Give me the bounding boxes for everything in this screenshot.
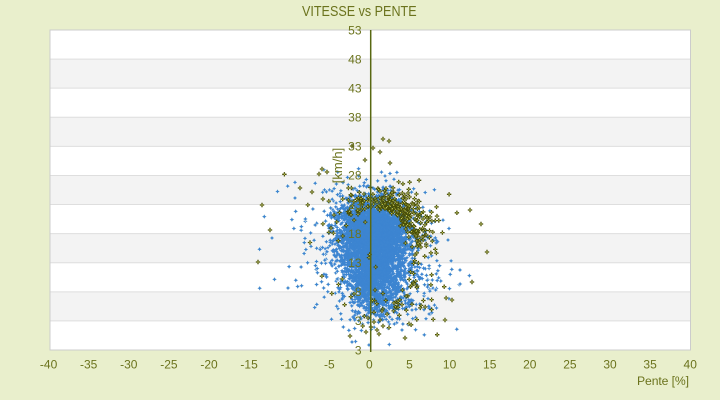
svg-text:-25: -25 xyxy=(160,357,178,371)
svg-text:3: 3 xyxy=(355,314,362,328)
svg-text:18: 18 xyxy=(348,227,362,241)
svg-text:30: 30 xyxy=(603,357,617,371)
svg-text:43: 43 xyxy=(348,81,362,95)
svg-text:8: 8 xyxy=(355,285,362,299)
svg-text:Pente [%]: Pente [%] xyxy=(637,374,689,388)
svg-text:35: 35 xyxy=(643,357,657,371)
svg-text:48: 48 xyxy=(348,52,362,66)
svg-text:20: 20 xyxy=(523,357,537,371)
svg-text:53: 53 xyxy=(348,23,362,37)
svg-text:-30: -30 xyxy=(120,357,138,371)
svg-text:38: 38 xyxy=(348,111,362,125)
svg-text:[km/h]: [km/h] xyxy=(330,148,345,183)
svg-text:25: 25 xyxy=(563,357,577,371)
svg-text:33: 33 xyxy=(348,140,362,154)
svg-text:40: 40 xyxy=(684,357,698,371)
svg-text:-10: -10 xyxy=(281,357,299,371)
svg-text:0: 0 xyxy=(366,357,373,371)
svg-text:VITESSE vs PENTE: VITESSE vs PENTE xyxy=(302,4,417,20)
svg-text:-5: -5 xyxy=(324,357,335,371)
svg-text:-15: -15 xyxy=(240,357,258,371)
svg-text:10: 10 xyxy=(443,357,457,371)
svg-text:15: 15 xyxy=(483,357,497,371)
svg-text:3: 3 xyxy=(355,343,362,357)
svg-text:5: 5 xyxy=(406,357,413,371)
svg-text:-35: -35 xyxy=(80,357,98,371)
svg-text:28: 28 xyxy=(348,169,362,183)
svg-text:-20: -20 xyxy=(200,357,218,371)
svg-text:23: 23 xyxy=(348,198,362,212)
svg-text:-40: -40 xyxy=(40,357,58,371)
svg-text:13: 13 xyxy=(348,256,362,270)
